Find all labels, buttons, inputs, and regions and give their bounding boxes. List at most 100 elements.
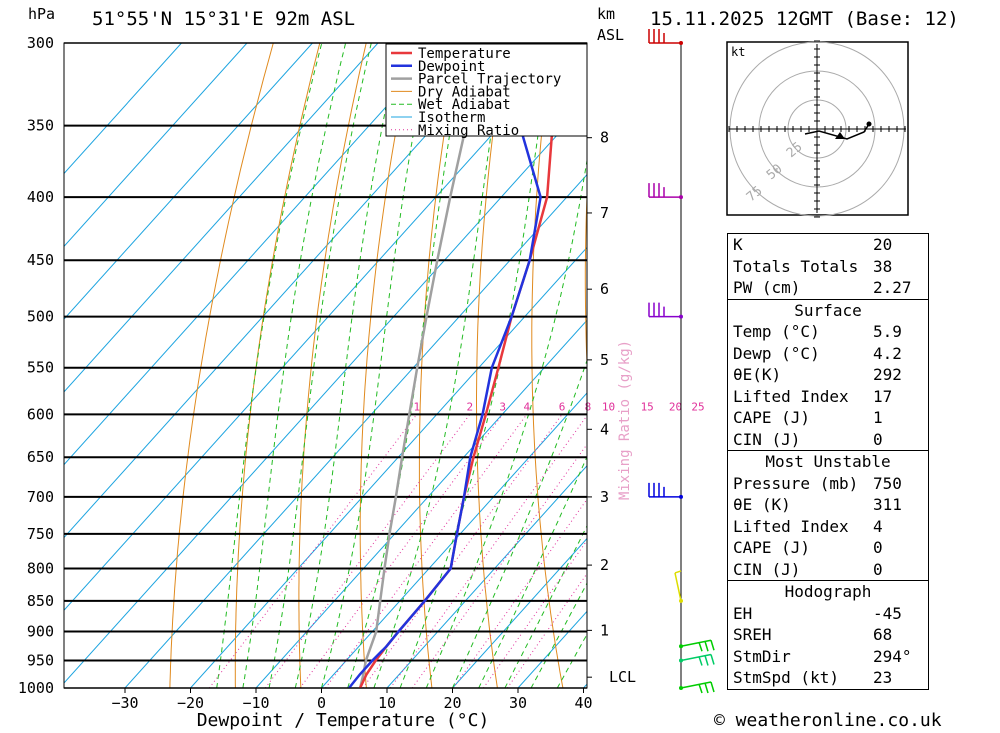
pressure-label: 600 (27, 405, 54, 423)
hodograph-stat-value: -45 (873, 603, 902, 623)
surface-value: 292 (873, 365, 902, 384)
hodograph-stat-label: SREH (733, 625, 772, 644)
index-value: 2.27 (873, 278, 912, 297)
asl-unit-label: ASL (597, 26, 625, 44)
index-label: Totals Totals (733, 256, 859, 276)
wind-barb (648, 29, 681, 44)
x-axis-label: Dewpoint / Temperature (°C) (197, 710, 490, 731)
most-unstable-label: Lifted Index (733, 516, 849, 536)
wind-barb (680, 681, 715, 694)
dry-adiabat-line (637, 43, 694, 688)
wind-barb (674, 570, 682, 602)
indices-section: K 20 Totals Totals 38 PW (cm) 2.27 (728, 234, 928, 299)
hodograph-stat-label: StmDir (733, 646, 791, 666)
surface-section: Surface Temp (°C) 5.9 Dewp (°C) 4.2 θE(K) 292… (728, 298, 928, 451)
x-tick-label: 10 (378, 694, 396, 712)
isotherm-line (64, 43, 575, 611)
axes: −30 −20 −10 0 10 20 30 40 Dewpoint / Temperature… (63, 42, 636, 731)
wind-barbs (648, 29, 715, 694)
hodograph-stat-value: 68 (873, 625, 893, 644)
mixing-ratio-line (411, 443, 587, 688)
isotherm-line (386, 465, 587, 688)
datetime-title: 15.11.2025 12GMT (Base: 12) (650, 8, 959, 30)
wet-adiabat-line (504, 524, 587, 688)
km-tick-label: 5 (600, 351, 609, 369)
surface-label: Dewp (°C) (733, 343, 820, 363)
surface-value: 5.9 (873, 322, 902, 341)
legend-entry: Temperature (418, 46, 511, 62)
x-tick-label: 30 (509, 694, 527, 712)
wind-barb (648, 183, 681, 198)
storm-motion-marker (835, 132, 845, 139)
x-tick-label: −10 (242, 694, 269, 712)
isotherm-line (64, 43, 444, 466)
hodograph-stat-value: 23 (873, 668, 893, 687)
mixing-ratio-value: 8 (585, 400, 592, 413)
isotherm-line (255, 319, 587, 688)
most-unstable-row: Lifted Index 4 (728, 516, 928, 538)
km-tick-label: 7 (600, 204, 609, 222)
mixing-ratio-line (299, 414, 504, 688)
mixing-ratio-value: 3 (499, 400, 506, 413)
dry-adiabat-line (970, 43, 1000, 688)
wet-adiabat-line (347, 43, 466, 688)
isotherm-line (452, 537, 587, 688)
index-row: Totals Totals 38 (728, 256, 928, 278)
hodograph-stat-value: 294° (873, 646, 912, 666)
most-unstable-value: 750 (873, 473, 902, 493)
hodograph-end-point (866, 121, 872, 127)
mixing-ratio-value: 25 (691, 400, 704, 413)
mixing-ratio-value: 2 (467, 400, 474, 413)
pressure-label: 400 (27, 188, 54, 206)
mixing-ratio-value: 10 (602, 400, 615, 413)
most-unstable-label: CIN (J) (733, 559, 801, 579)
dry-adiabat-line (584, 183, 587, 375)
footer-copyright: © weatheronline.co.uk (714, 710, 942, 731)
index-label: PW (cm) (733, 278, 801, 297)
hodograph-trace (804, 123, 870, 140)
hodograph-stat-row: EH -45 (728, 603, 928, 625)
most-unstable-value: 0 (873, 559, 883, 579)
surface-row: Lifted Index 17 (728, 386, 928, 408)
mixing-ratio-labels: 1 2 3 4 6 8 10 15 20 25 Mixing Ratio (g/kg) (413, 340, 704, 500)
isotherm-line (124, 173, 587, 688)
km-tick-label: 3 (600, 488, 609, 506)
wind-barb (648, 482, 681, 498)
legend-entry: Dewpoint (418, 59, 485, 75)
km-tick-label: LCL (609, 668, 636, 686)
dewpoint-series (348, 43, 544, 688)
legend-entry: Isotherm (418, 110, 485, 126)
most-unstable-row: CIN (J) 0 (728, 559, 928, 581)
pressure-label: 850 (27, 592, 54, 610)
pressure-label: 300 (27, 34, 54, 52)
dry-adiabat-line (418, 43, 460, 688)
isotherm-line (64, 101, 587, 684)
isotherm-line (64, 43, 182, 175)
surface-value: 17 (873, 386, 893, 406)
wet-adiabat-line (242, 43, 347, 688)
most-unstable-row: Pressure (mb) 750 (728, 473, 928, 495)
dry-adiabat-line (359, 43, 414, 688)
x-tick-label: 20 (443, 694, 461, 712)
most-unstable-value: 0 (873, 538, 883, 557)
km-tick-label: 4 (600, 420, 609, 438)
index-value: 20 (873, 235, 893, 254)
most-unstable-value: 311 (873, 495, 902, 514)
mixing-ratio-line (506, 572, 587, 688)
x-tick-label: −20 (177, 694, 204, 712)
profiles (348, 43, 576, 688)
most-unstable-row: CAPE (J) 0 (728, 537, 928, 559)
index-label: K (733, 235, 743, 254)
parcel-series (358, 43, 488, 688)
index-value: 38 (873, 256, 893, 276)
plot-frame (63, 42, 588, 689)
isotherm-line (64, 43, 313, 320)
hodograph-stat-row: StmSpd (kt) 23 (728, 667, 928, 689)
km-tick-label: 1 (600, 621, 609, 639)
wind-barb (648, 302, 681, 318)
wet-adiabat-line (268, 43, 372, 688)
pressure-label: 750 (27, 525, 54, 543)
index-row: PW (cm) 2.27 (728, 277, 928, 299)
